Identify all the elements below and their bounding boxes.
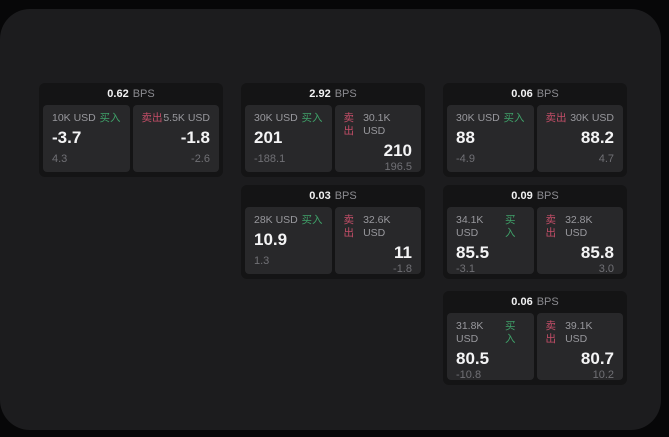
buy-delta: -3.1 bbox=[456, 263, 475, 275]
sell-delta: 10.2 bbox=[592, 369, 614, 381]
sell-price: 80.7 bbox=[580, 349, 614, 368]
dashboard-window: 0.62 BPS 10K USD 买入 -3.7 4.3 卖出 5.5K USD bbox=[0, 9, 661, 430]
buy-delta: 4.3 bbox=[52, 153, 68, 165]
buy-amount: 30K USD bbox=[456, 112, 500, 124]
sell-side-label: 卖出 bbox=[545, 214, 557, 239]
bps-value: 0.06 bbox=[511, 88, 533, 100]
buy-panel[interactable]: 28K USD 买入 10.9 1.3 bbox=[245, 207, 332, 274]
quote-card-2: 2.92 BPS 30K USD 买入 201 -188.1 卖出 30.1K … bbox=[241, 83, 425, 177]
buy-price: 80.5 bbox=[456, 349, 490, 368]
bps-header: 0.62 BPS bbox=[39, 83, 223, 105]
sell-price: 88.2 bbox=[580, 128, 614, 147]
buy-panel[interactable]: 10K USD 买入 -3.7 4.3 bbox=[43, 105, 130, 172]
bps-value: 0.09 bbox=[511, 190, 533, 202]
buy-delta: -4.9 bbox=[456, 153, 475, 165]
sell-price: -1.8 bbox=[180, 128, 210, 147]
bps-header: 0.06 BPS bbox=[443, 291, 627, 313]
bps-header: 2.92 BPS bbox=[241, 83, 425, 105]
bps-unit-label: BPS bbox=[536, 296, 559, 308]
buy-side-label: 买入 bbox=[503, 112, 525, 124]
buy-panel[interactable]: 34.1K USD 买入 85.5 -3.1 bbox=[447, 207, 534, 275]
quote-panels: 34.1K USD 买入 85.5 -3.1 卖出 32.8K USD 85.8… bbox=[443, 207, 627, 275]
sell-price: 85.8 bbox=[580, 243, 614, 262]
bps-unit-label: BPS bbox=[334, 190, 357, 202]
bps-value: 2.92 bbox=[309, 88, 331, 100]
buy-delta: 1.3 bbox=[254, 255, 270, 267]
sell-delta: 4.7 bbox=[598, 153, 614, 165]
sell-amount: 30.1K USD bbox=[363, 112, 391, 137]
bps-header: 0.09 BPS bbox=[443, 185, 627, 207]
buy-amount: 28K USD bbox=[254, 214, 298, 226]
bps-unit-label: BPS bbox=[536, 190, 559, 202]
bps-value: 0.06 bbox=[511, 296, 533, 308]
buy-delta: -10.8 bbox=[456, 369, 482, 381]
sell-delta: -2.6 bbox=[191, 153, 210, 165]
buy-amount: 31.8K USD bbox=[456, 320, 484, 345]
sell-amount: 39.1K USD bbox=[565, 320, 593, 345]
sell-side-label: 卖出 bbox=[545, 320, 557, 345]
quote-card-4: 0.03 BPS 28K USD 买入 10.9 1.3 卖出 32.6K US… bbox=[241, 185, 425, 279]
buy-price: -3.7 bbox=[52, 128, 82, 147]
sell-delta: 196.5 bbox=[384, 161, 412, 173]
buy-side-label: 买入 bbox=[504, 214, 516, 239]
bps-header: 0.03 BPS bbox=[241, 185, 425, 207]
sell-side-label: 卖出 bbox=[343, 214, 355, 239]
buy-side-label: 买入 bbox=[301, 112, 323, 124]
sell-side-label: 卖出 bbox=[343, 112, 355, 137]
buy-side-label: 买入 bbox=[301, 214, 323, 226]
buy-side-label: 买入 bbox=[99, 112, 121, 124]
quote-panels: 30K USD 买入 88 -4.9 卖出 30K USD 88.2 4.7 bbox=[443, 105, 627, 172]
bps-unit-label: BPS bbox=[536, 88, 559, 100]
buy-price: 10.9 bbox=[254, 230, 288, 249]
buy-panel[interactable]: 30K USD 买入 88 -4.9 bbox=[447, 105, 534, 172]
sell-panel[interactable]: 卖出 39.1K USD 80.7 10.2 bbox=[536, 313, 623, 381]
quote-panels: 31.8K USD 买入 80.5 -10.8 卖出 39.1K USD 80.… bbox=[443, 313, 627, 381]
sell-panel[interactable]: 卖出 32.6K USD 11 -1.8 bbox=[334, 207, 421, 275]
sell-amount: 5.5K USD bbox=[163, 112, 210, 124]
sell-panel[interactable]: 卖出 30K USD 88.2 4.7 bbox=[536, 105, 623, 172]
buy-amount: 30K USD bbox=[254, 112, 298, 124]
sell-panel[interactable]: 卖出 32.8K USD 85.8 3.0 bbox=[536, 207, 623, 275]
buy-price: 85.5 bbox=[456, 243, 490, 262]
sell-side-label: 卖出 bbox=[545, 112, 567, 124]
quote-card-1: 0.62 BPS 10K USD 买入 -3.7 4.3 卖出 5.5K USD bbox=[39, 83, 223, 177]
sell-amount: 30K USD bbox=[570, 112, 614, 124]
buy-delta: -188.1 bbox=[254, 153, 286, 165]
quote-card-3: 0.06 BPS 30K USD 买入 88 -4.9 卖出 30K USD bbox=[443, 83, 627, 177]
buy-side-label: 买入 bbox=[504, 320, 516, 345]
quote-panels: 28K USD 买入 10.9 1.3 卖出 32.6K USD 11 -1.8 bbox=[241, 207, 425, 275]
quote-card-6: 0.06 BPS 31.8K USD 买入 80.5 -10.8 卖出 39.1… bbox=[443, 291, 627, 385]
bps-value: 0.62 bbox=[107, 88, 129, 100]
sell-panel[interactable]: 卖出 5.5K USD -1.8 -2.6 bbox=[132, 105, 219, 172]
quote-card-5: 0.09 BPS 34.1K USD 买入 85.5 -3.1 卖出 32.8K… bbox=[443, 185, 627, 279]
bps-unit-label: BPS bbox=[132, 88, 155, 100]
buy-amount: 34.1K USD bbox=[456, 214, 484, 239]
sell-amount: 32.8K USD bbox=[565, 214, 593, 239]
sell-delta: -1.8 bbox=[393, 263, 412, 275]
buy-amount: 10K USD bbox=[52, 112, 96, 124]
sell-side-label: 卖出 bbox=[141, 112, 163, 124]
sell-amount: 32.6K USD bbox=[363, 214, 391, 239]
quote-panels: 30K USD 买入 201 -188.1 卖出 30.1K USD 210 1… bbox=[241, 105, 425, 173]
buy-price: 88 bbox=[456, 128, 475, 147]
bps-unit-label: BPS bbox=[334, 88, 357, 100]
sell-price: 11 bbox=[394, 243, 412, 262]
quote-panels: 10K USD 买入 -3.7 4.3 卖出 5.5K USD -1.8 -2.… bbox=[39, 105, 223, 172]
buy-price: 201 bbox=[254, 128, 283, 147]
bps-value: 0.03 bbox=[309, 190, 331, 202]
sell-price: 210 bbox=[383, 141, 412, 160]
buy-panel[interactable]: 31.8K USD 买入 80.5 -10.8 bbox=[447, 313, 534, 381]
bps-header: 0.06 BPS bbox=[443, 83, 627, 105]
sell-panel[interactable]: 卖出 30.1K USD 210 196.5 bbox=[334, 105, 421, 173]
sell-delta: 3.0 bbox=[598, 263, 614, 275]
buy-panel[interactable]: 30K USD 买入 201 -188.1 bbox=[245, 105, 332, 172]
